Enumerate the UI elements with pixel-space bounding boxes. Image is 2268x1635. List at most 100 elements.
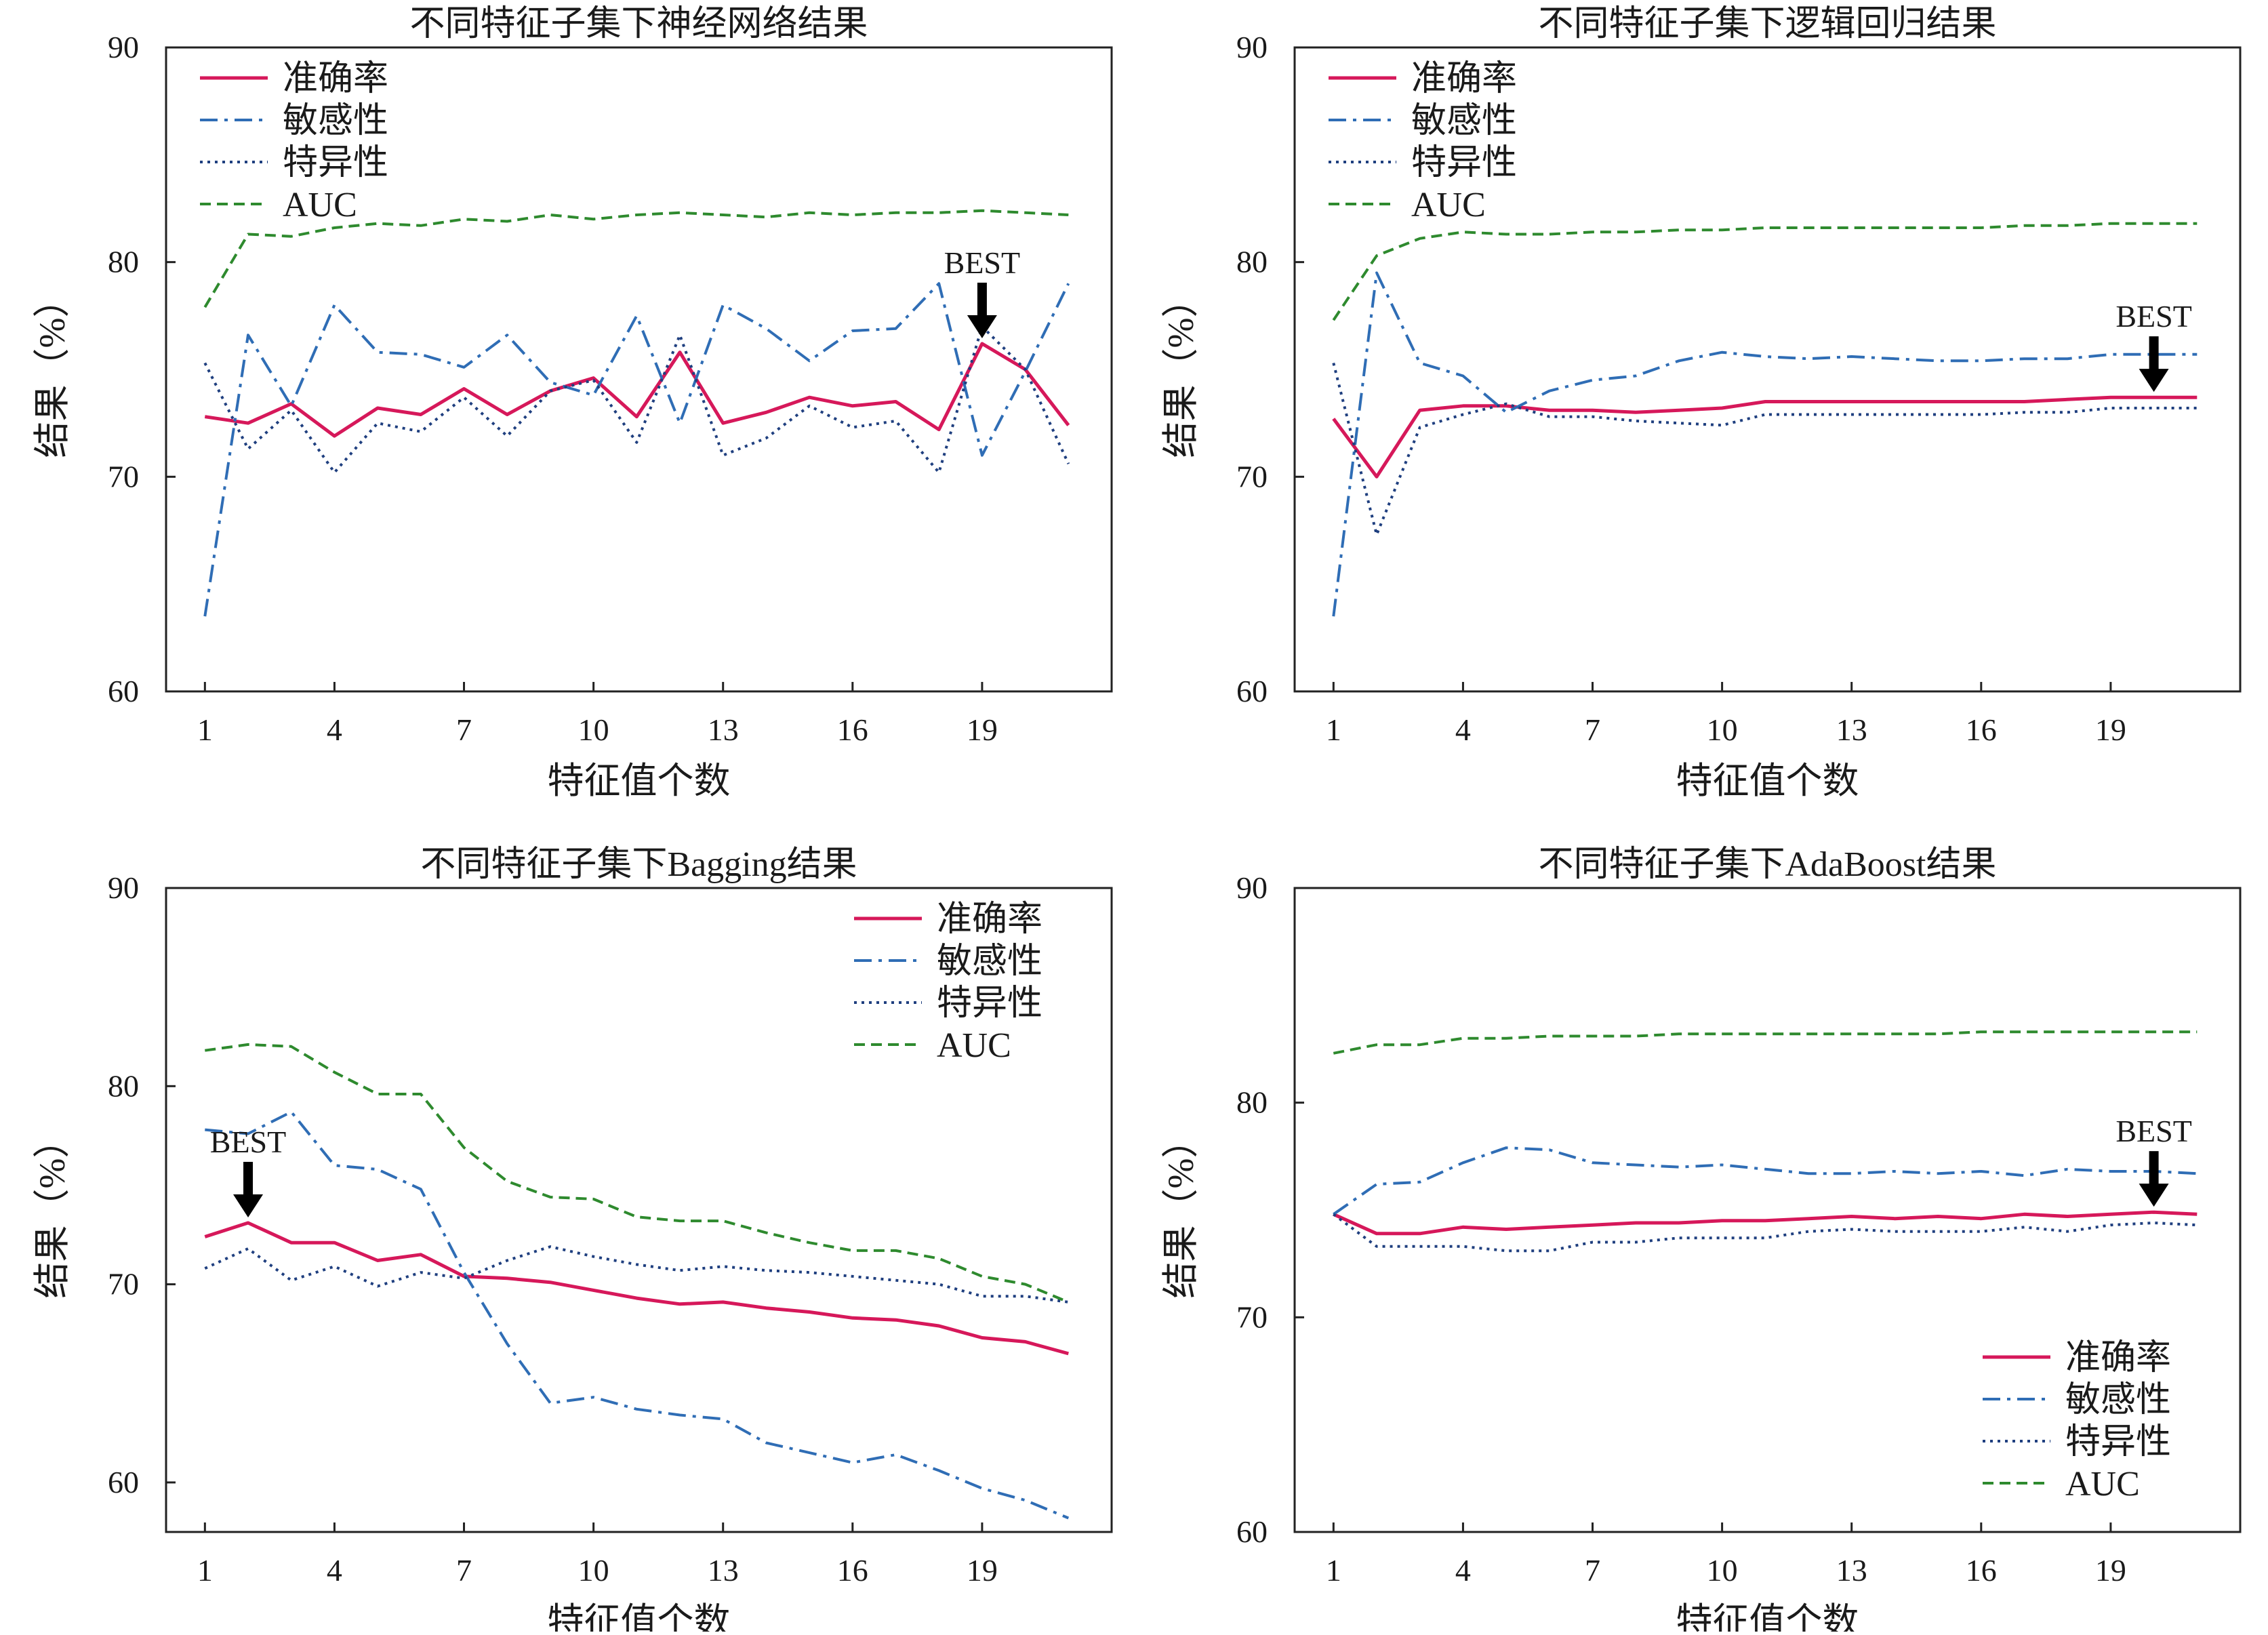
x-axis-label: 特征值个数 — [1676, 761, 1859, 801]
legend-label-2: 敏感性 — [937, 942, 1042, 981]
series-line-4 — [1333, 224, 2197, 321]
x-tick-label: 7 — [1585, 1553, 1600, 1588]
x-tick-label: 16 — [837, 1553, 868, 1588]
series-line-3 — [205, 1247, 1068, 1302]
y-tick-label: 70 — [1236, 1299, 1268, 1334]
y-axis-label: 结果（%） — [32, 1122, 73, 1299]
x-tick-label: 16 — [1966, 1553, 1997, 1588]
legend-label-4: AUC — [937, 1026, 1011, 1065]
chart-panel-1: 不同特征子集下神经网络结果 60 70 80 90 1 4 7 10 13 16 19 特征值个数 结果（… — [32, 5, 1112, 801]
y-tick-label: 70 — [108, 1267, 139, 1301]
x-tick-label: 7 — [456, 712, 472, 747]
legend-label-3: 特异性 — [1411, 144, 1517, 182]
y-tick-label: 90 — [1236, 30, 1268, 64]
x-tick-label: 13 — [708, 1553, 739, 1588]
y-tick-label: 80 — [108, 245, 139, 279]
y-tick-label: 60 — [1236, 674, 1268, 708]
best-arrow-head — [233, 1194, 263, 1217]
best-arrow-shaft — [2149, 1151, 2159, 1186]
x-tick-label: 19 — [967, 1553, 998, 1588]
y-axis-label: 结果（%） — [32, 281, 73, 458]
best-arrow-head — [2139, 369, 2169, 392]
series-line-3 — [1333, 363, 2197, 535]
y-axis-label: 结果（%） — [1160, 281, 1201, 458]
x-tick-label: 10 — [1707, 712, 1738, 747]
x-tick-label: 4 — [327, 712, 342, 747]
series-line-3 — [205, 327, 1068, 472]
x-tick-label: 10 — [578, 1553, 609, 1588]
x-axis-label: 特征值个数 — [548, 761, 731, 801]
legend-label-2: 敏感性 — [283, 102, 388, 140]
x-tick-label: 16 — [1966, 712, 1997, 747]
legend-label-4: AUC — [1411, 186, 1486, 224]
series-line-4 — [205, 211, 1068, 308]
x-tick-label: 13 — [1836, 712, 1867, 747]
chart-title: 不同特征子集下Bagging结果 — [420, 845, 857, 884]
chart-panel-4: 不同特征子集下AdaBoost结果 60 70 80 90 1 4 7 10 13 16 19 特征值个… — [1160, 845, 2240, 1632]
best-arrow-shaft — [977, 283, 987, 318]
best-label: BEST — [944, 245, 1020, 280]
y-tick-label: 70 — [1236, 459, 1268, 493]
x-tick-label: 4 — [1455, 1553, 1471, 1588]
x-tick-label: 4 — [327, 1553, 342, 1588]
series-line-2 — [1333, 1148, 2197, 1214]
legend-label-3: 特异性 — [283, 144, 388, 182]
x-tick-label: 4 — [1455, 712, 1471, 747]
y-axis-label: 结果（%） — [1160, 1122, 1201, 1299]
best-label: BEST — [210, 1125, 286, 1159]
best-arrow-shaft — [2149, 336, 2159, 371]
y-tick-label: 90 — [108, 30, 139, 64]
chart-title: 不同特征子集下神经网络结果 — [409, 5, 868, 43]
x-tick-label: 19 — [2095, 712, 2126, 747]
x-tick-label: 19 — [967, 712, 998, 747]
legend-label-1: 准确率 — [937, 900, 1042, 939]
x-tick-label: 1 — [197, 712, 213, 747]
legend-label-1: 准确率 — [283, 60, 388, 98]
x-axis-label: 特征值个数 — [1676, 1601, 1859, 1632]
x-tick-label: 19 — [2095, 1553, 2126, 1588]
legend-label-3: 特异性 — [2065, 1423, 2171, 1461]
x-tick-label: 16 — [837, 712, 868, 747]
legend-label-1: 准确率 — [1411, 60, 1517, 98]
legend-label-4: AUC — [283, 186, 357, 224]
x-tick-label: 7 — [1585, 712, 1600, 747]
best-arrow-shaft — [243, 1162, 253, 1197]
legend-label-3: 特异性 — [937, 984, 1042, 1023]
legend-label-2: 敏感性 — [1411, 102, 1517, 140]
x-tick-label: 1 — [197, 1553, 213, 1588]
x-tick-label: 10 — [1707, 1553, 1738, 1588]
x-tick-label: 13 — [1836, 1553, 1867, 1588]
y-tick-label: 90 — [108, 870, 139, 905]
chart-title: 不同特征子集下AdaBoost结果 — [1538, 845, 1996, 884]
y-tick-label: 90 — [1236, 870, 1268, 905]
x-tick-label: 10 — [578, 712, 609, 747]
y-tick-label: 80 — [108, 1068, 139, 1103]
y-tick-label: 70 — [108, 459, 139, 493]
series-line-2 — [205, 1112, 1068, 1518]
x-tick-label: 1 — [1326, 1553, 1341, 1588]
legend-label-4: AUC — [2065, 1465, 2140, 1503]
legend-label-2: 敏感性 — [2065, 1381, 2171, 1419]
y-tick-label: 80 — [1236, 1085, 1268, 1120]
chart-title: 不同特征子集下逻辑回归结果 — [1538, 5, 1996, 43]
best-label: BEST — [2115, 299, 2191, 334]
best-arrow-head — [967, 315, 997, 338]
y-tick-label: 60 — [108, 1465, 139, 1499]
y-tick-label: 60 — [108, 674, 139, 708]
series-line-4 — [1333, 1032, 2197, 1053]
x-tick-label: 7 — [456, 1553, 472, 1588]
series-line-2 — [1333, 273, 2197, 617]
y-tick-label: 60 — [1236, 1514, 1268, 1549]
series-line-2 — [205, 283, 1068, 616]
series-line-1 — [1333, 397, 2197, 477]
series-line-1 — [205, 344, 1068, 436]
best-arrow-head — [2139, 1184, 2169, 1207]
x-tick-label: 13 — [708, 712, 739, 747]
